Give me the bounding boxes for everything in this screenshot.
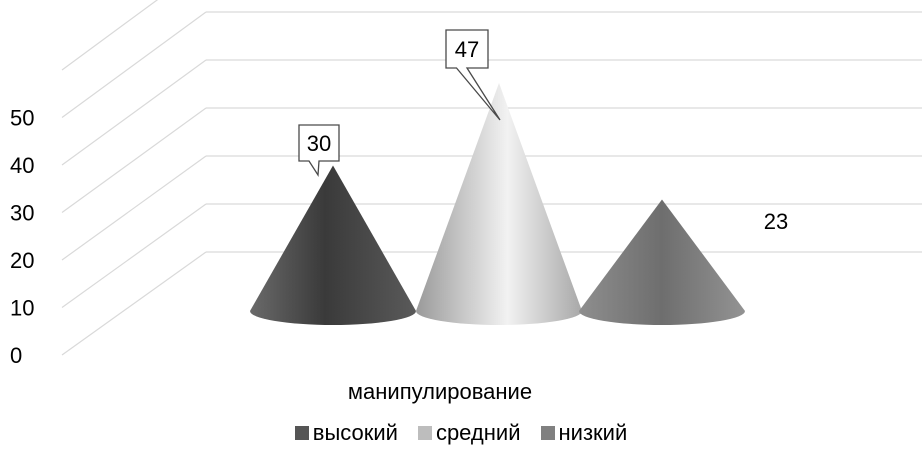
y-tick-label: 40 — [10, 153, 34, 178]
legend-item: средний — [417, 420, 521, 446]
cone-body — [579, 199, 745, 325]
legend-label: средний — [435, 420, 521, 445]
gridline-depth — [61, 11, 207, 118]
legend-label: высокий — [312, 420, 398, 445]
cone-body — [416, 83, 582, 325]
legend-label: низкий — [558, 420, 628, 445]
data-label-средний: 47 — [445, 29, 501, 121]
cone-body — [250, 165, 416, 325]
gridline-depth — [61, 107, 207, 213]
y-tick-label: 30 — [10, 201, 34, 226]
cone-высокий — [250, 165, 416, 325]
cone-низкий — [579, 199, 745, 325]
data-label-низкий: 23 — [764, 209, 788, 234]
legend-swatch — [294, 426, 309, 440]
y-tick-label: 0 — [10, 343, 22, 368]
gridline-depth — [61, 155, 207, 261]
gridline-depth — [61, 59, 207, 166]
svg-text:30: 30 — [307, 131, 331, 156]
legend-item: высокий — [294, 420, 398, 446]
data-label-высокий: 30 — [298, 124, 340, 177]
legend: высокий средний низкий — [0, 420, 922, 446]
gridline-depth — [61, 203, 207, 308]
y-tick-label: 50 — [10, 106, 34, 131]
gridline-depth — [61, 251, 207, 356]
y-tick-label: 20 — [10, 248, 34, 273]
svg-text:47: 47 — [455, 37, 479, 62]
legend-swatch — [540, 426, 555, 440]
legend-swatch — [417, 426, 432, 440]
y-tick-label: 10 — [10, 296, 34, 321]
cone-средний — [416, 83, 582, 325]
legend-item: низкий — [540, 420, 628, 446]
x-axis-label: манипулирование — [348, 379, 532, 404]
gridline-depth — [61, 0, 159, 71]
